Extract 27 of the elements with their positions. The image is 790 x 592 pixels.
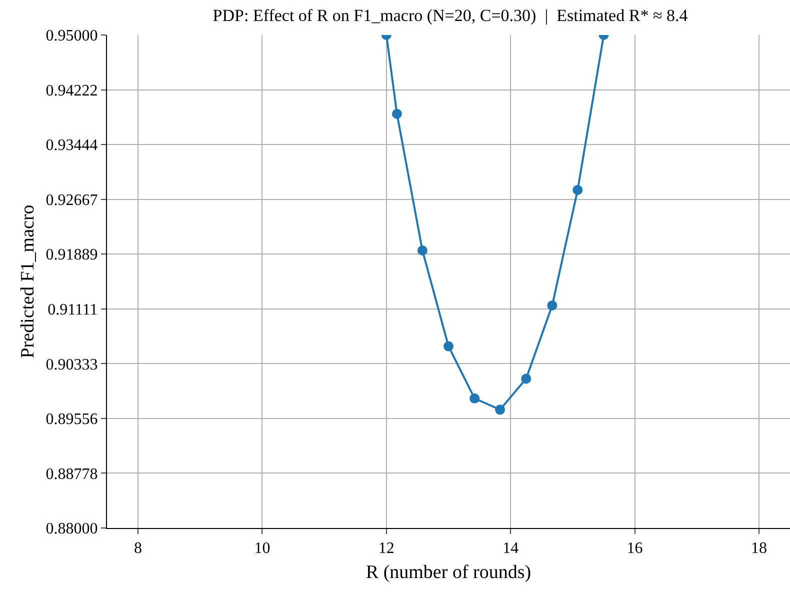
x-tick-label: 8 — [134, 540, 142, 558]
y-axis-title: Predicted F1_macro — [18, 204, 39, 358]
y-tick-label: 0.92667 — [46, 192, 98, 209]
y-tick-label: 0.88000 — [46, 520, 98, 538]
x-tick-label: 16 — [626, 540, 643, 558]
y-tick-label: 0.94222 — [46, 82, 98, 100]
point — [392, 108, 402, 119]
chart-title: PDP: Effect of R on F1_macro (N=20, C=0.30) | Estimated R* ≈ 8.4 — [212, 6, 688, 25]
x-tick-label: 10 — [254, 540, 270, 558]
y-tick-label: 0.91889 — [46, 246, 98, 264]
y-tick-label: 0.90333 — [46, 356, 98, 374]
point — [495, 404, 506, 415]
y-tick-label: 0.89556 — [46, 411, 98, 428]
point — [444, 341, 454, 352]
point — [521, 374, 532, 384]
point — [417, 246, 428, 256]
y-tick-label: 0.88778 — [46, 466, 98, 483]
y-tick-label: 0.93444 — [46, 137, 98, 154]
point — [547, 300, 558, 310]
x-axis-title: R (number of rounds) — [366, 562, 532, 583]
x-tick-label: 18 — [750, 540, 767, 558]
x-tick-label: 12 — [378, 540, 394, 558]
y-tick-label: 0.91111 — [48, 302, 98, 318]
point — [572, 184, 583, 195]
point — [470, 393, 480, 404]
x-tick-label: 14 — [502, 540, 519, 558]
y-tick-label: 0.95000 — [46, 28, 98, 45]
